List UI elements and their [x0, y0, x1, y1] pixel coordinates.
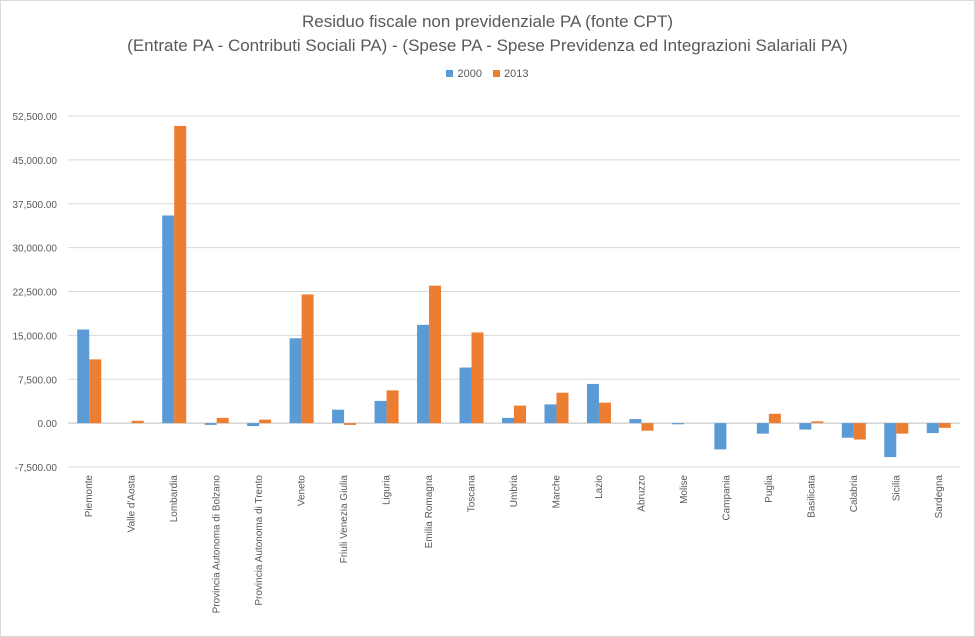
bar-2000-3: [204, 423, 217, 425]
bar-2013-12: [598, 402, 611, 424]
chart-title: Residuo fiscale non previdenziale PA (fo…: [301, 12, 674, 31]
bar-2013-5: [301, 294, 314, 424]
bar-2013-8: [429, 285, 442, 424]
bar-2013-7: [386, 390, 399, 424]
bar-2013-6: [344, 423, 357, 425]
bar-2000-6: [332, 409, 345, 424]
legend-label-2013: 2013: [504, 68, 529, 80]
legend-label-2000: 2000: [457, 68, 482, 80]
bar-2013-3: [216, 417, 229, 424]
bar-2000-16: [756, 423, 769, 434]
bar-2000-20: [926, 423, 939, 434]
x-tick-label: Emilia Romagna: [424, 475, 435, 549]
x-tick-label: Lazio: [594, 475, 605, 499]
bar-2013-20: [938, 423, 951, 428]
bar-2000-2: [162, 215, 175, 424]
bar-2000-8: [417, 324, 430, 424]
x-tick-label: Abruzzo: [636, 475, 647, 512]
x-tick-label: Provincia Autonoma di Trento: [254, 475, 265, 606]
x-tick-label: Basilicata: [806, 475, 817, 518]
x-tick-label: Veneto: [297, 475, 308, 507]
x-tick-label: Calabria: [849, 475, 860, 513]
y-tick-label: 22,500.00: [13, 288, 58, 299]
bar-2013-10: [514, 405, 526, 424]
bar-2013-2: [174, 125, 187, 424]
bar-2000-19: [884, 423, 897, 458]
x-tick-label: Puglia: [764, 475, 775, 503]
bar-2000-14: [671, 423, 684, 425]
x-tick-label: Provincia Autonoma di Bolzano: [212, 475, 223, 614]
bar-2013-1: [131, 420, 144, 424]
x-tick-label: Liguria: [382, 475, 393, 505]
bar-2000-12: [586, 383, 599, 424]
x-tick-label: Umbria: [509, 475, 520, 508]
y-axis: -7,500.00 0.00 7,500.00 15,000.00 22,500.00 3…: [13, 112, 58, 474]
legend-item-2013: 2013: [493, 68, 529, 80]
x-tick-label: Marche: [551, 475, 562, 509]
x-tick-label: Campania: [721, 475, 732, 521]
bar-2000-18: [841, 423, 854, 438]
bars: [77, 125, 951, 458]
bar-2000-7: [374, 400, 387, 424]
bar-2000-0: [77, 329, 90, 424]
y-tick-label: 52,500.00: [13, 112, 58, 123]
y-tick-label: 0.00: [38, 419, 58, 430]
bar-2000-13: [629, 419, 642, 424]
bar-2000-11: [544, 404, 557, 424]
y-tick-label: 37,500.00: [13, 200, 58, 211]
bar-2013-16: [768, 413, 781, 424]
bar-2013-17: [811, 421, 824, 424]
x-tick-label: Piemonte: [84, 475, 95, 518]
x-axis: Piemonte Valle d'Aosta Lombardia Provincia …: [84, 475, 945, 614]
chart-subtitle: (Entrate PA - Contributi Sociali PA) - (…: [127, 36, 848, 55]
bar-2000-17: [799, 423, 812, 430]
legend-swatch-2000: [446, 70, 454, 77]
x-tick-label: Molise: [679, 475, 690, 504]
bar-2013-13: [641, 423, 654, 431]
legend-item-2000: 2000: [446, 68, 482, 80]
legend: 2000 2013: [0, 68, 975, 80]
legend-swatch-2013: [493, 70, 501, 77]
bar-2013-4: [259, 419, 272, 424]
bar-2000-10: [502, 417, 514, 424]
x-tick-label: Friuli Venezia Giulia: [339, 475, 350, 564]
bar-2013-11: [556, 392, 569, 424]
x-tick-label: Sardegna: [934, 475, 945, 519]
y-tick-label: -7,500.00: [15, 463, 58, 474]
y-tick-label: 7,500.00: [18, 375, 57, 386]
bar-2013-9: [471, 332, 484, 424]
y-tick-label: 45,000.00: [13, 156, 58, 167]
bar-2000-5: [289, 338, 302, 424]
bar-2000-9: [459, 367, 472, 424]
bar-2000-4: [247, 423, 260, 427]
bar-2000-15: [714, 423, 727, 450]
bar-2013-19: [896, 423, 909, 434]
x-tick-label: Valle d'Aosta: [127, 475, 138, 533]
bar-2013-18: [853, 423, 866, 440]
y-tick-label: 30,000.00: [13, 244, 58, 255]
bar-2013-0: [89, 359, 102, 424]
x-tick-label: Sicilia: [891, 475, 902, 502]
x-tick-label: Lombardia: [169, 475, 180, 523]
y-tick-label: 15,000.00: [13, 331, 58, 342]
x-tick-label: Toscana: [467, 475, 478, 513]
